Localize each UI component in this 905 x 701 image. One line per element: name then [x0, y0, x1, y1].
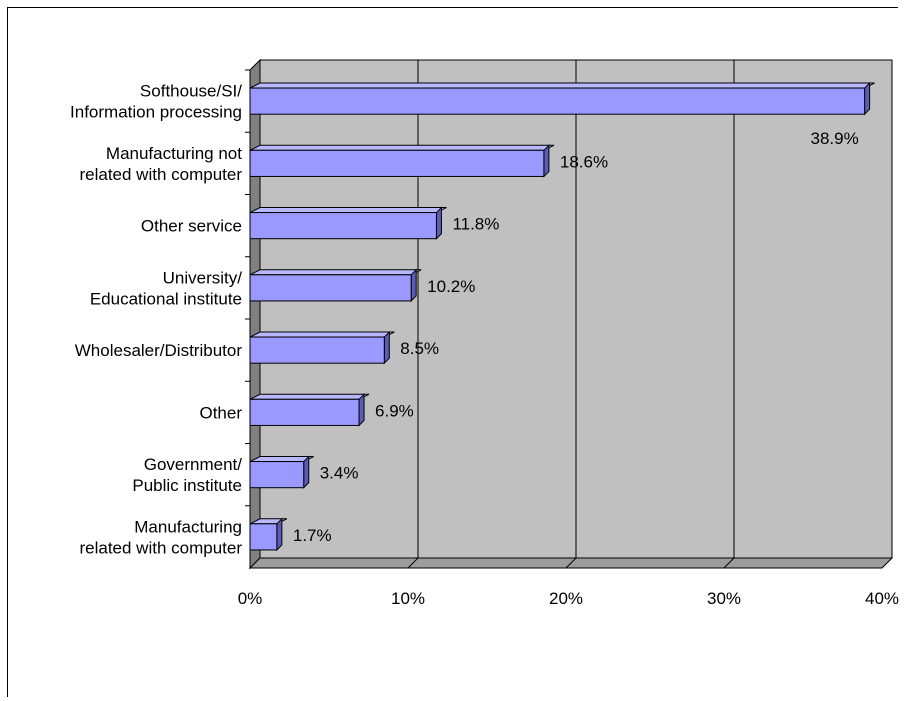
- bar: [249, 212, 437, 240]
- x-tick-label: 40%: [865, 589, 899, 608]
- bar: [249, 87, 866, 115]
- category-label: Other service: [141, 217, 242, 236]
- data-label: 38.9%: [811, 129, 859, 148]
- category-label: Other: [199, 403, 242, 422]
- bar: [249, 461, 305, 489]
- x-tick-label: 30%: [707, 589, 741, 608]
- bar-top: [249, 82, 875, 89]
- gridline-floor: [565, 557, 577, 569]
- gridline-floor: [407, 557, 419, 569]
- bar-top: [249, 144, 555, 151]
- category-label: University/Educational institute: [90, 268, 242, 308]
- category-label: Government/Public institute: [132, 455, 242, 495]
- chart-frame: [7, 7, 898, 697]
- bar: [249, 336, 385, 364]
- data-label: 3.4%: [320, 464, 359, 483]
- bar-top: [249, 393, 370, 400]
- bar-side: [543, 144, 550, 178]
- plot-left-wall: [249, 58, 261, 570]
- data-label: 18.6%: [560, 152, 608, 171]
- data-label: 6.9%: [375, 401, 414, 420]
- bar-side: [303, 455, 310, 489]
- bar-side: [383, 330, 390, 365]
- bar-side: [276, 517, 283, 552]
- category-label: Softhouse/SI/Information processing: [70, 82, 242, 122]
- bar-top: [249, 207, 447, 214]
- x-tick-label: 20%: [549, 589, 583, 608]
- bar-side: [358, 393, 365, 427]
- category-label: Wholesaler/Distributor: [75, 341, 243, 360]
- bar-top: [249, 269, 422, 276]
- x-tick-label: 10%: [391, 589, 425, 608]
- category-label: Manufacturing not related with computer: [79, 144, 242, 184]
- data-label: 11.8%: [452, 215, 499, 234]
- data-label: 10.2%: [427, 277, 475, 296]
- bar: [249, 398, 360, 426]
- x-tick-label: 0%: [238, 589, 263, 608]
- bar: [249, 149, 545, 177]
- bar: [249, 523, 278, 551]
- bar: [249, 274, 412, 302]
- bar-side: [435, 206, 442, 240]
- bar-side: [410, 268, 417, 303]
- bar-side: [864, 81, 871, 116]
- category-label: Manufacturing related with computer: [79, 517, 242, 557]
- data-label: 1.7%: [293, 526, 332, 545]
- gridline-floor: [723, 557, 735, 569]
- bar-top: [249, 331, 395, 338]
- data-label: 8.5%: [400, 339, 439, 358]
